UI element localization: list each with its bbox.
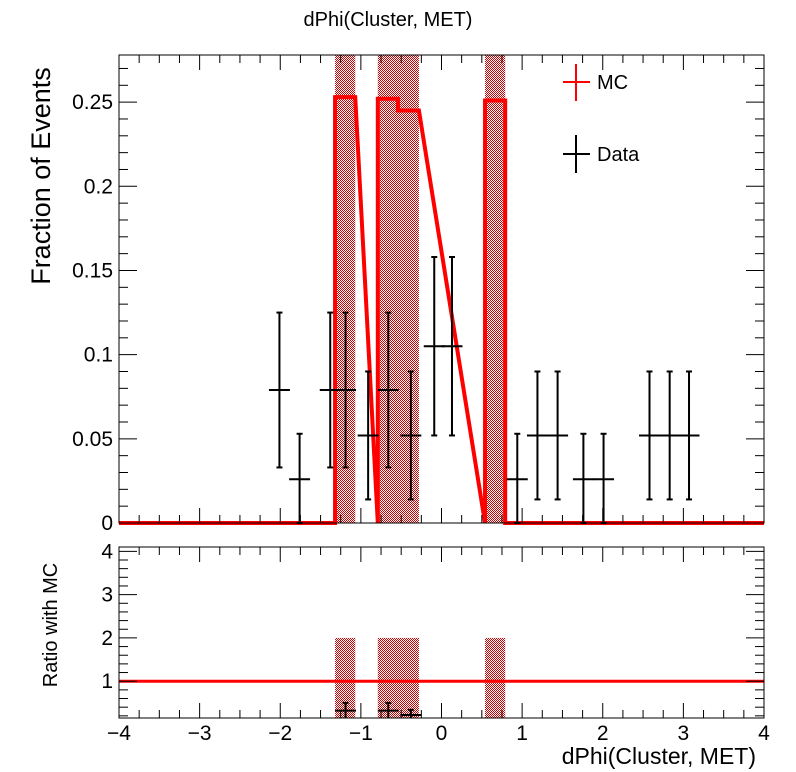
data-point-9 — [506, 432, 528, 524]
main-y-tick-label: 0.15 — [72, 259, 113, 282]
data-point-11 — [547, 370, 569, 501]
data-points — [268, 256, 700, 524]
legend-entry-data: Data — [563, 135, 640, 173]
data-point-4 — [357, 370, 379, 501]
ratio-uncertainty-bands — [335, 637, 506, 718]
main-y-axis: 0 0.05 0.1 0.15 0.2 0.25 — [72, 67, 764, 535]
x-tick-label: 1 — [516, 722, 528, 745]
mc-band-0 — [335, 55, 356, 523]
ratio-y-axis: 1 2 3 4 — [101, 540, 764, 717]
legend: MC Data — [563, 64, 640, 173]
data-point-5 — [377, 311, 399, 469]
data-point-10 — [526, 370, 548, 501]
data-point-1 — [289, 432, 311, 524]
ratio-point-2 — [400, 708, 422, 718]
ratio-y-tick-label: 3 — [101, 584, 113, 607]
ratio-band-1 — [377, 637, 419, 718]
legend-label-data: Data — [597, 144, 640, 166]
ratio-y-tick-label: 1 — [101, 670, 113, 693]
mc-uncertainty-bands — [335, 55, 506, 523]
ratio-y-tick-label: 4 — [101, 540, 113, 563]
data-point-14 — [639, 370, 660, 501]
mc-band-2 — [485, 55, 506, 523]
data-point-6 — [400, 370, 422, 501]
data-point-8 — [441, 256, 463, 437]
main-y-tick-label: 0.05 — [72, 428, 113, 451]
ratio-plot-frame — [118, 546, 765, 719]
main-x-ticks — [118, 55, 765, 523]
ratio-y-axis-label: Ratio with MC — [40, 563, 62, 687]
data-point-3 — [335, 311, 357, 469]
legend-entry-mc: MC — [563, 64, 628, 101]
ratio-band-0 — [335, 637, 356, 718]
data-point-12 — [572, 432, 594, 524]
mc-histogram — [119, 95, 764, 525]
ratio-panel: 1 2 3 4 −4 −3 −2 −1 0 1 2 3 4 Ratio with MC dPhi(Cl… — [40, 540, 770, 769]
data-point-0 — [268, 311, 290, 469]
x-tick-label: −4 — [107, 722, 131, 745]
main-y-tick-label: 0.2 — [84, 175, 113, 198]
x-tick-label: 0 — [436, 722, 448, 745]
x-axis-label: dPhi(Cluster, MET) — [562, 743, 756, 769]
data-point-16 — [678, 370, 700, 501]
data-point-15 — [659, 370, 681, 501]
ratio-y-tick-label: 2 — [101, 627, 113, 650]
main-y-tick-label: 0 — [101, 512, 113, 535]
ratio-x-axis: −4 −3 −2 −1 0 1 2 3 4 — [107, 547, 770, 745]
mc-histogram-line — [119, 95, 764, 525]
x-tick-label: 3 — [678, 722, 690, 745]
main-y-tick-label: 0.1 — [84, 344, 113, 367]
main-panel: 0 0.05 0.1 0.15 0.2 0.25 Fraction of Events M… — [26, 54, 765, 535]
x-tick-label: 2 — [597, 722, 609, 745]
ratio-point-0 — [335, 701, 357, 718]
ratio-points — [335, 701, 422, 718]
x-tick-label: −1 — [349, 722, 373, 745]
main-y-tick-label: 0.25 — [72, 91, 113, 114]
x-tick-label: 4 — [758, 722, 770, 745]
x-tick-label: −3 — [188, 722, 212, 745]
main-plot-frame — [118, 54, 765, 524]
legend-label-mc: MC — [597, 72, 628, 94]
ratio-band-2 — [485, 637, 506, 718]
data-point-7 — [423, 256, 445, 437]
mc-band-1 — [377, 55, 419, 523]
figure-title: dPhi(Cluster, MET) — [304, 9, 473, 31]
main-y-axis-label: Fraction of Events — [26, 67, 56, 285]
data-point-13 — [593, 432, 615, 524]
x-tick-label: −2 — [268, 722, 292, 745]
